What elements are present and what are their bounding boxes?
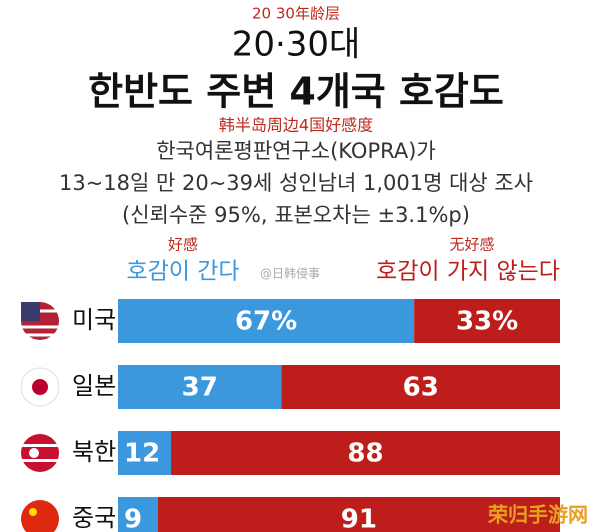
y-tick-label: 북한 xyxy=(72,438,116,466)
source-line: 13~18일 만 20~39세 성인남녀 1,001명 대상 조사 xyxy=(59,171,533,195)
bar-segment xyxy=(157,497,560,532)
data-label: 9 xyxy=(124,505,142,532)
annotation: 好感 xyxy=(168,236,198,254)
bar-segment xyxy=(118,497,158,532)
annotation: 20 30年龄层 xyxy=(252,5,340,23)
y-tick-label: 미국 xyxy=(72,306,116,334)
subtitle: 20·30대 xyxy=(232,25,361,65)
chart-title: 한반도 주변 4개국 호감도 xyxy=(88,70,504,114)
watermark: 荣归手游网 xyxy=(487,503,588,527)
annotation: 无好感 xyxy=(449,236,494,254)
data-label: 63 xyxy=(403,373,439,403)
bar-segment xyxy=(118,365,282,409)
data-label: 12 xyxy=(124,439,160,469)
bar-segment xyxy=(281,365,560,409)
bar-segment xyxy=(414,299,560,343)
data-label: 33% xyxy=(456,307,518,337)
data-label: 67% xyxy=(235,307,297,337)
y-tick-label: 중국 xyxy=(72,504,116,532)
y-tick-label: 일본 xyxy=(72,372,116,400)
source-line: 한국여론평판연구소(KOPRA)가 xyxy=(156,139,436,163)
source-line: (신뢰수준 95%, 표본오차는 ±3.1%p) xyxy=(122,203,470,227)
data-label: 91 xyxy=(341,505,377,532)
legend-entry: 호감이 간다 xyxy=(126,259,239,285)
watermark: @日韩侵事 xyxy=(260,266,320,281)
data-label: 37 xyxy=(182,373,218,403)
bar-segment xyxy=(118,431,172,475)
data-label: 88 xyxy=(347,439,383,469)
legend-entry: 호감이 가지 않는다 xyxy=(376,259,560,285)
bar-segment xyxy=(171,431,561,475)
title-translation: 韩半岛周边4国好感度 xyxy=(219,116,373,135)
flags xyxy=(20,302,60,532)
bar-segment xyxy=(118,299,415,343)
